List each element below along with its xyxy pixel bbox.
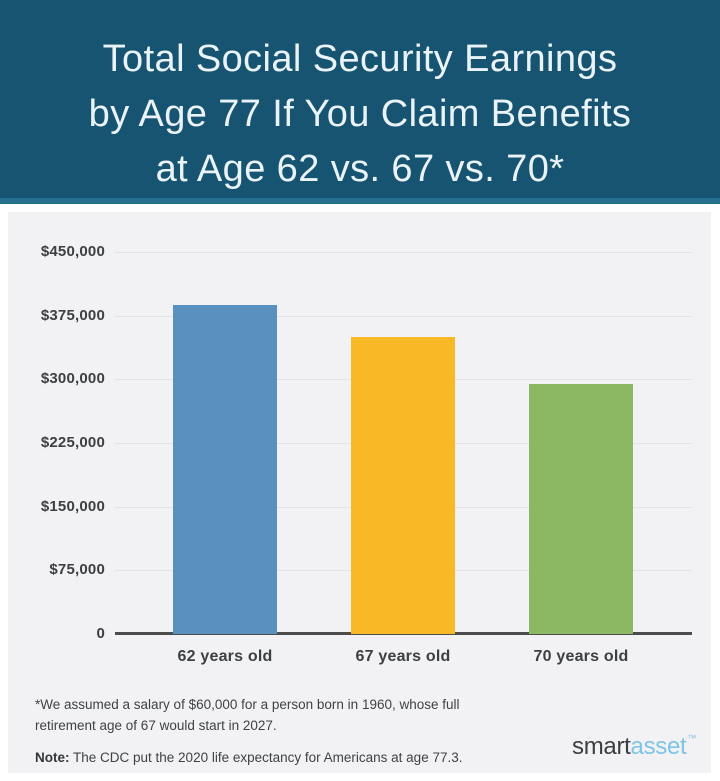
footnote-note-text: The CDC put the 2020 life expectancy for…: [69, 749, 463, 765]
footnote-note-label: Note:: [35, 749, 70, 765]
y-axis-tick-label: $150,000: [40, 497, 105, 515]
x-axis-category-label: 62 years old: [177, 648, 273, 665]
y-axis-tick-label: $300,000: [40, 370, 105, 388]
bar-70-years-old: [529, 383, 633, 634]
x-axis-category-label: 70 years old: [533, 648, 629, 665]
footnote-cdc: Note: The CDC put the 2020 life expectan…: [35, 748, 490, 769]
gridline-450000: [115, 252, 692, 253]
chart-panel: $450,000 $375,000 $300,000 $225,000 $150,000…: [8, 212, 711, 773]
chart-title-line-3: at Age 62 vs. 67 vs. 70*: [155, 148, 565, 190]
bar-chart: $450,000 $375,000 $300,000 $225,000 $150,000…: [8, 212, 711, 682]
header-accent-line: [0, 198, 720, 204]
chart-title: Total Social Security Earnings by Age 77…: [0, 0, 720, 197]
chart-header: Total Social Security Earnings by Age 77…: [0, 0, 720, 198]
y-axis-tick-label: $75,000: [49, 561, 105, 579]
footnote-assumption: *We assumed a salary of $60,000 for a pe…: [35, 697, 460, 733]
y-axis-tick-label: $375,000: [40, 306, 105, 324]
chart-title-line-1: Total Social Security Earnings: [102, 38, 618, 80]
chart-title-line-2: by Age 77 If You Claim Benefits: [88, 93, 632, 135]
y-axis-tick-label: $225,000: [40, 434, 105, 451]
gridline-375000: [115, 315, 692, 317]
y-axis-tick-label: 0: [96, 625, 105, 642]
footnotes: *We assumed a salary of $60,000 for a pe…: [35, 695, 490, 780]
y-axis-tick-label: $450,000: [40, 243, 105, 260]
logo-trademark-symbol: ™: [687, 733, 697, 743]
smartasset-logo: smartasset™: [572, 733, 696, 761]
logo-asset-text: asset: [630, 733, 687, 760]
bar-62-years-old: [173, 304, 277, 634]
logo-smart-text: smart: [572, 733, 631, 760]
x-axis-category-label: 67 years old: [355, 648, 451, 665]
bar-67-years-old: [351, 336, 455, 634]
